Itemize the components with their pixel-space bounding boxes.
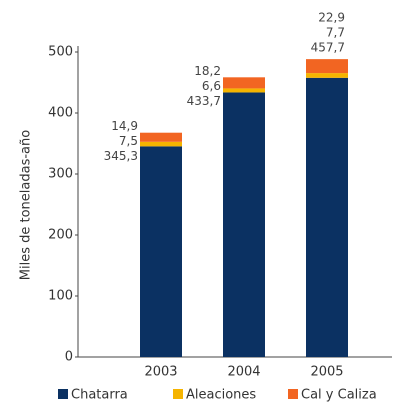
bar-segment <box>223 92 265 358</box>
value-label: 6,6 <box>202 79 221 93</box>
value-label: 7,7 <box>326 26 345 40</box>
value-label: 22,9 <box>318 11 345 25</box>
value-label: 14,9 <box>111 119 138 133</box>
y-tick-label: 400 <box>48 106 73 121</box>
bar-segment <box>306 73 348 78</box>
x-tick-label: 2003 <box>144 365 177 380</box>
y-tick-label: 500 <box>48 45 73 60</box>
bar-segment <box>223 88 265 93</box>
y-tick-label: 300 <box>48 167 73 182</box>
legend-swatch <box>173 389 183 399</box>
x-tick-label: 2005 <box>310 365 343 380</box>
x-tick-label: 2004 <box>227 365 260 380</box>
y-tick-label: 200 <box>48 228 73 243</box>
value-label: 457,7 <box>311 41 345 55</box>
bar-segment <box>140 132 182 142</box>
legend-label: Chatarra <box>71 388 128 402</box>
y-axis-label: Miles de toneladas-año <box>19 130 34 280</box>
legend-label: Cal y Caliza <box>301 388 377 402</box>
legend-swatch <box>58 389 68 399</box>
value-label: 18,2 <box>194 64 221 78</box>
y-tick-label: 100 <box>48 289 73 304</box>
value-label: 345,3 <box>104 149 138 163</box>
bar-segment <box>306 77 348 357</box>
bar-segment <box>306 59 348 74</box>
bar-segment <box>140 141 182 147</box>
bar-segment <box>223 77 265 89</box>
legend-label: Aleaciones <box>186 388 256 402</box>
legend-swatch <box>288 389 298 399</box>
value-label: 433,7 <box>187 94 221 108</box>
bar-segment <box>140 146 182 357</box>
value-label: 7,5 <box>119 134 138 148</box>
y-tick-label: 0 <box>65 350 73 365</box>
